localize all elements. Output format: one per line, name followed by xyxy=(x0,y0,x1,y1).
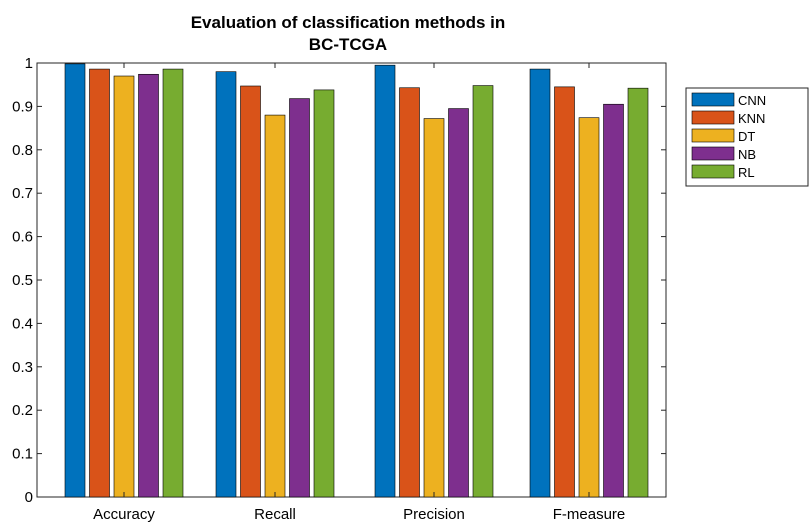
legend-label-rl: RL xyxy=(738,165,755,180)
y-tick-label: 0 xyxy=(25,489,33,506)
y-tick-label: 0.8 xyxy=(12,142,33,159)
legend-swatch-nb xyxy=(691,146,735,161)
legend-swatch-dt xyxy=(691,128,735,143)
bar-cnn-recall xyxy=(215,71,237,498)
bar-rl-precision xyxy=(472,85,494,498)
chart-subtitle: BC-TCGA xyxy=(309,35,387,54)
legend: CNN KNN DT NB RL xyxy=(685,87,809,187)
plot-area: 0 0.1 0.2 0.3 0.4 0.5 0.6 0.7 0.8 0.9 1 Accuracy Rec… xyxy=(12,55,667,523)
bar-knn-recall xyxy=(240,85,261,498)
bar-rl-recall xyxy=(313,89,335,498)
y-tick-label: 1 xyxy=(25,55,33,72)
y-tick-label: 0.4 xyxy=(12,315,33,332)
x-tick-label: Accuracy xyxy=(93,506,155,523)
legend-label-dt: DT xyxy=(738,129,755,144)
bar-rl-accuracy xyxy=(162,68,184,498)
bar-dt-recall xyxy=(264,114,286,498)
y-tick-label: 0.6 xyxy=(12,229,33,246)
bar-knn-precision xyxy=(399,87,420,498)
bar-dt-accuracy xyxy=(113,75,135,498)
y-tick-label: 0.5 xyxy=(12,272,33,289)
legend-swatch-rl xyxy=(691,164,735,179)
y-tick-label: 0.2 xyxy=(12,402,33,419)
bar-cnn-f-measure xyxy=(529,68,551,498)
legend-swatch-knn xyxy=(691,110,735,125)
legend-label-nb: NB xyxy=(738,147,756,162)
legend-label-knn: KNN xyxy=(738,111,765,126)
x-tick-label: Precision xyxy=(403,506,465,523)
bar-dt-f-measure xyxy=(578,117,600,498)
x-tick-label: F-measure xyxy=(553,506,626,523)
bar-rl-f-measure xyxy=(627,87,649,498)
y-tick-label: 0.1 xyxy=(12,446,33,463)
bar-nb-accuracy xyxy=(138,73,159,498)
x-tick-label: Recall xyxy=(254,506,296,523)
bar-nb-f-measure xyxy=(603,103,624,498)
bar-nb-precision xyxy=(448,108,469,498)
chart-title: Evaluation of classification methods in xyxy=(191,13,506,32)
legend-label-cnn: CNN xyxy=(738,93,766,108)
legend-swatch-cnn xyxy=(691,92,735,107)
bar-nb-recall xyxy=(289,98,310,498)
bar-cnn-precision xyxy=(374,64,396,498)
bar-cnn-accuracy xyxy=(64,63,86,498)
bar-knn-f-measure xyxy=(554,86,575,498)
y-tick-label: 0.7 xyxy=(12,185,33,202)
bar-dt-precision xyxy=(423,118,445,498)
bar-knn-accuracy xyxy=(89,68,110,498)
y-tick-label: 0.3 xyxy=(12,359,33,376)
y-tick-label: 0.9 xyxy=(12,98,33,115)
